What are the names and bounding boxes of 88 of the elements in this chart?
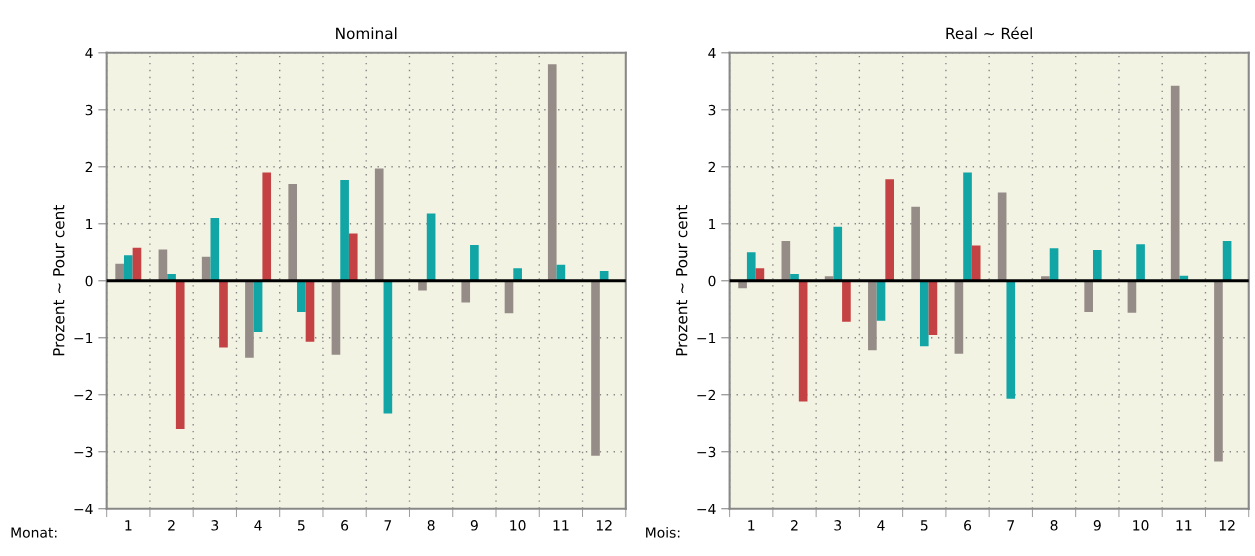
y-tick-label: 3 (85, 104, 93, 116)
x-tick-label: 8 (1050, 520, 1058, 531)
bar (262, 172, 272, 281)
bar (1084, 280, 1093, 313)
x-tick-label: 2 (791, 520, 798, 531)
y-tick-label: 1 (86, 218, 93, 230)
x-tick-label: 3 (211, 520, 219, 531)
y-tick-label: −2 (697, 389, 716, 401)
bar (1136, 244, 1145, 281)
bar (842, 280, 851, 322)
bar (1127, 280, 1137, 313)
x-tick-label: 4 (877, 520, 885, 531)
y-tick-label: −3 (74, 446, 93, 458)
y-tick-label: 4 (708, 47, 716, 59)
bar (123, 255, 133, 281)
y-tick-label: 0 (708, 275, 716, 287)
bar (963, 172, 972, 281)
bar (547, 64, 557, 281)
y-tick-label: −4 (697, 503, 716, 515)
bar (876, 280, 886, 321)
bar (288, 183, 298, 281)
bar (833, 226, 843, 281)
x-tick-label: 1 (125, 520, 132, 531)
x-tick-label: 10 (1133, 520, 1149, 531)
y-tick-label: 3 (708, 104, 716, 116)
y-axis-title: Prozent ~ Pour cent (53, 205, 65, 356)
x-tick-label: 5 (920, 520, 928, 531)
bar (210, 218, 220, 281)
bar (175, 280, 185, 429)
x-tick-label: 12 (596, 520, 612, 531)
x-tick-label: 9 (1093, 520, 1101, 531)
bar (1214, 280, 1223, 462)
y-tick-label: −1 (74, 332, 93, 344)
x-tick-label: 10 (510, 520, 526, 531)
bar (461, 280, 471, 303)
bar (374, 168, 384, 281)
x-tick-label: 8 (427, 520, 435, 531)
text: Monat: (11, 527, 57, 538)
x-tick-label: 4 (254, 520, 262, 531)
bar (746, 252, 756, 281)
y-tick-label: −3 (697, 446, 716, 458)
bar (219, 280, 228, 348)
x-tick-label: 3 (834, 520, 842, 531)
y-tick-label: −4 (74, 503, 93, 515)
y-tick-label: 1 (709, 218, 716, 230)
y-tick-label: 2 (85, 161, 93, 173)
bar (928, 280, 938, 335)
bar (971, 245, 981, 281)
bar (470, 244, 479, 281)
x-tick-label: 11 (553, 520, 569, 531)
bar (997, 192, 1007, 281)
y-tick-label: −2 (74, 389, 93, 401)
bar (348, 233, 358, 281)
bar (383, 280, 393, 414)
bar (1006, 280, 1016, 399)
y-tick-label: 4 (85, 47, 93, 59)
bar (954, 280, 964, 354)
bar (305, 280, 315, 342)
chart-title: Nominal (336, 27, 397, 40)
y-tick-label: 2 (708, 161, 716, 173)
bar (868, 280, 877, 351)
x-tick-label: 2 (168, 520, 175, 531)
bar (245, 280, 254, 358)
y-tick-label: 0 (85, 275, 93, 287)
x-tick-label: 7 (384, 520, 392, 531)
bar (331, 280, 341, 355)
x-tick-label: 5 (298, 520, 305, 531)
bar (591, 280, 600, 456)
x-tick-label: 12 (1219, 520, 1235, 531)
x-tick-label: 6 (964, 520, 972, 531)
x-tick-label: 1 (748, 520, 755, 531)
x-tick-label: 9 (470, 520, 478, 531)
bar (885, 179, 894, 281)
y-tick-label: −1 (697, 332, 716, 344)
x-tick-label: 7 (1007, 520, 1015, 531)
bar (911, 206, 920, 281)
bar (340, 179, 349, 281)
bar (919, 280, 929, 347)
x-tick-label: 11 (1176, 520, 1192, 531)
text: Mois: (646, 527, 680, 538)
bar (253, 280, 263, 333)
bar (798, 280, 808, 402)
chart-title: Real ~ Réel (946, 26, 1032, 40)
bar (1170, 85, 1180, 281)
x-tick-label: 6 (341, 520, 349, 531)
bar (297, 280, 306, 313)
bar (1092, 250, 1102, 281)
y-axis-title: Prozent ~ Pour cent (676, 205, 688, 356)
